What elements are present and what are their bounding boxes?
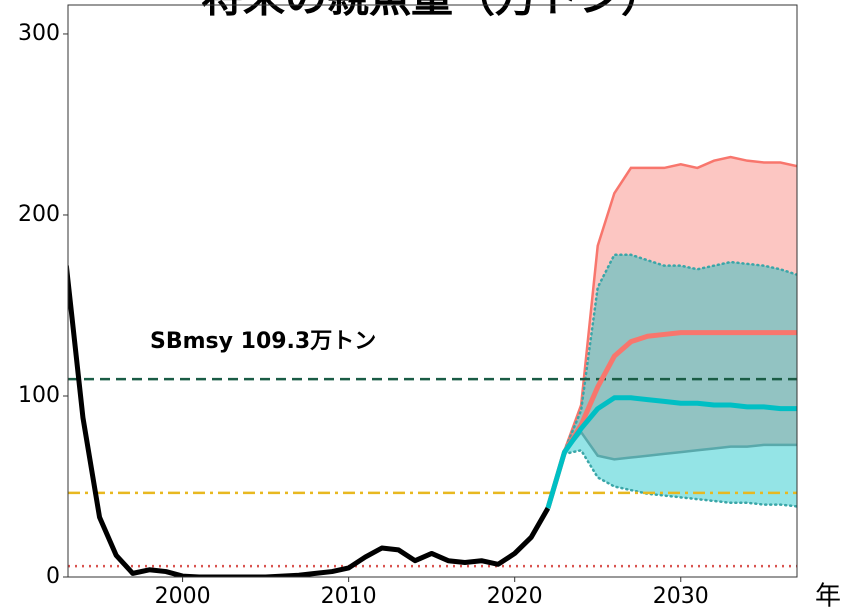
plot-border bbox=[67, 4, 798, 578]
y-tick-label: 300 bbox=[18, 21, 60, 46]
annotation: SBmsy 109.3万トン bbox=[150, 329, 376, 354]
x-tick-label: 2020 bbox=[487, 584, 543, 609]
x-tick-label: 2000 bbox=[155, 584, 211, 609]
band bbox=[564, 254, 797, 507]
x-tick-label: 2030 bbox=[653, 584, 709, 609]
band-upper bbox=[563, 253, 797, 452]
x-tick-label: 2010 bbox=[321, 584, 377, 609]
chart-title: 将来の親魚量（万トン） bbox=[201, 0, 663, 22]
x-axis-label: 年 bbox=[815, 582, 841, 612]
band-lower bbox=[563, 430, 797, 461]
y-tick-label: 200 bbox=[18, 202, 60, 227]
plot-area bbox=[68, 155, 797, 577]
y-tick-label: 0 bbox=[46, 564, 60, 589]
series-line bbox=[68, 265, 551, 577]
series-line bbox=[545, 395, 797, 509]
band-upper bbox=[563, 155, 797, 451]
band bbox=[564, 157, 797, 460]
y-tick-label: 100 bbox=[18, 383, 60, 408]
series-line bbox=[545, 330, 797, 509]
band-lower bbox=[563, 448, 797, 508]
